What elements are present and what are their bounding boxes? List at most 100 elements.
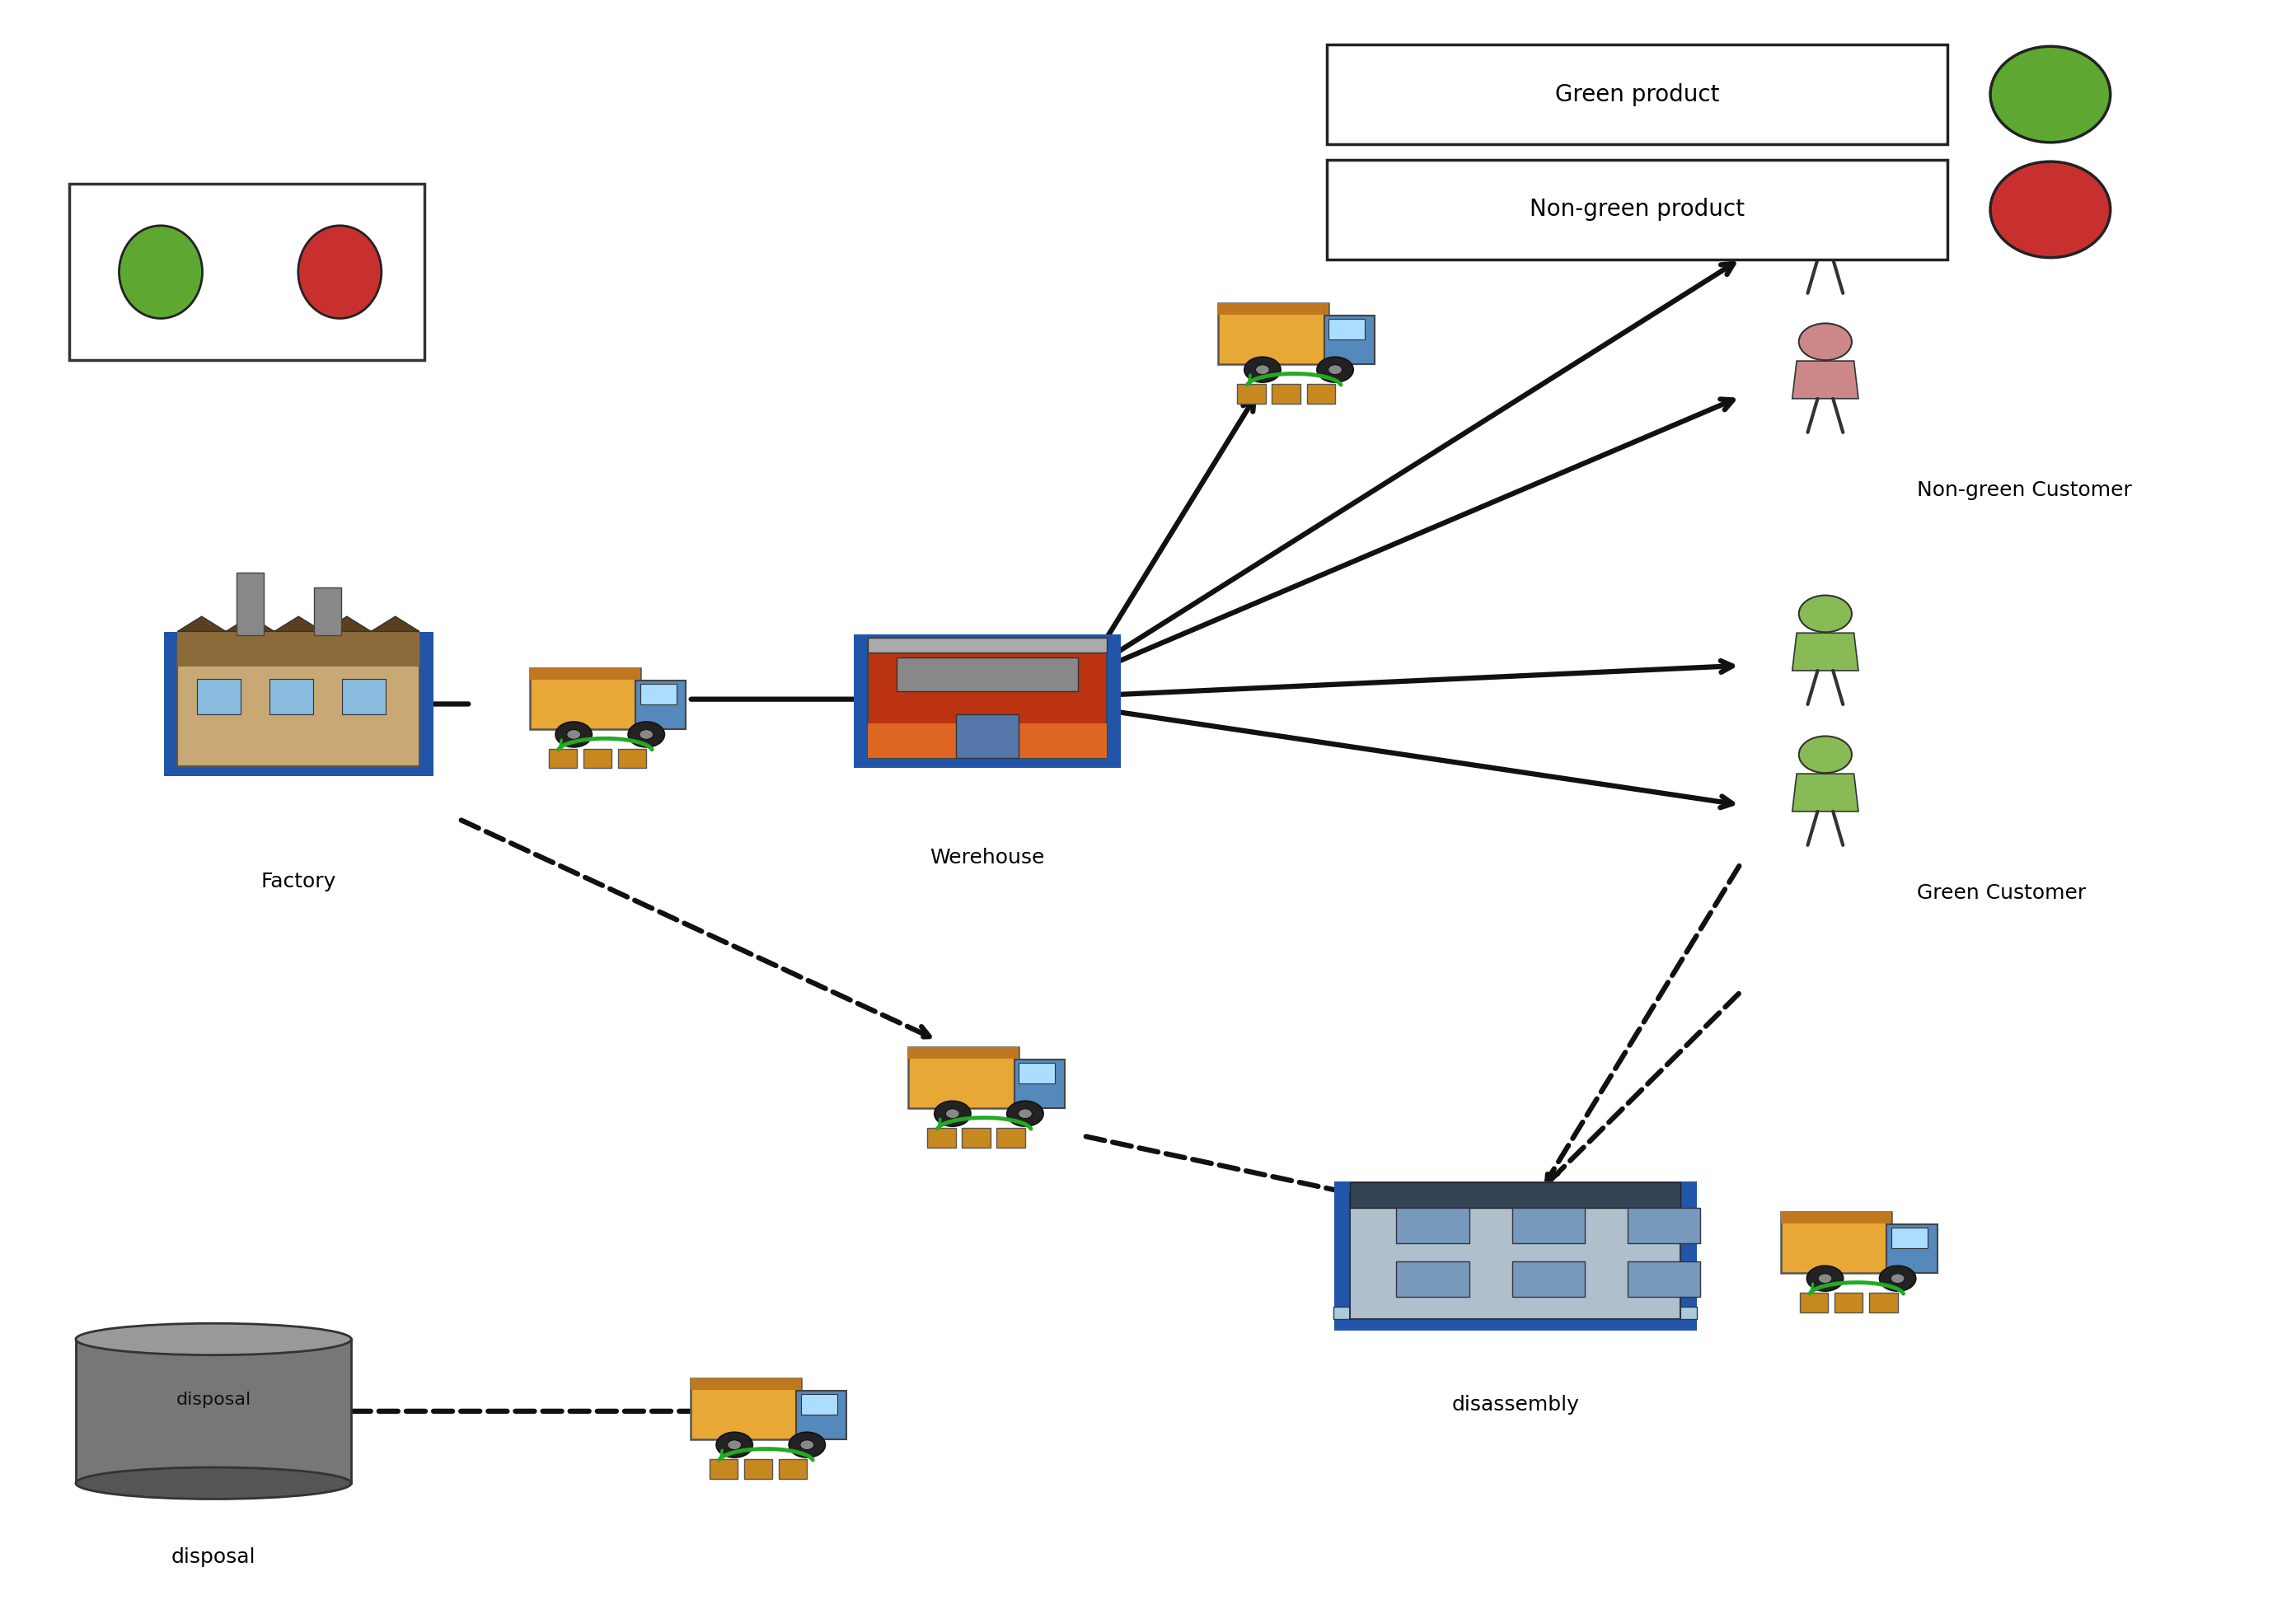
FancyBboxPatch shape xyxy=(709,1459,737,1478)
Polygon shape xyxy=(1793,634,1857,670)
Circle shape xyxy=(790,1432,824,1458)
FancyBboxPatch shape xyxy=(549,749,576,768)
Text: Non-green product: Non-green product xyxy=(1529,198,1745,221)
FancyBboxPatch shape xyxy=(1238,384,1265,403)
FancyBboxPatch shape xyxy=(1628,1261,1701,1296)
Circle shape xyxy=(934,1101,971,1126)
Circle shape xyxy=(1807,1266,1844,1291)
FancyBboxPatch shape xyxy=(315,587,340,635)
Circle shape xyxy=(1880,1266,1915,1291)
FancyBboxPatch shape xyxy=(1219,302,1329,315)
FancyBboxPatch shape xyxy=(1892,1227,1929,1248)
FancyBboxPatch shape xyxy=(854,634,1120,768)
FancyBboxPatch shape xyxy=(618,749,647,768)
FancyBboxPatch shape xyxy=(928,1128,955,1147)
FancyBboxPatch shape xyxy=(1334,1307,1697,1320)
FancyBboxPatch shape xyxy=(1835,1293,1862,1312)
FancyBboxPatch shape xyxy=(530,667,641,680)
Circle shape xyxy=(1327,365,1343,374)
Text: Werehouse: Werehouse xyxy=(930,848,1045,867)
FancyBboxPatch shape xyxy=(797,1390,847,1440)
Circle shape xyxy=(1017,1109,1033,1118)
Text: Non-green Customer: Non-green Customer xyxy=(1917,480,2133,499)
Ellipse shape xyxy=(119,226,202,318)
FancyBboxPatch shape xyxy=(1396,1208,1469,1243)
Circle shape xyxy=(1818,1274,1832,1283)
FancyBboxPatch shape xyxy=(895,658,1079,691)
Circle shape xyxy=(799,1440,815,1450)
Circle shape xyxy=(716,1432,753,1458)
FancyBboxPatch shape xyxy=(636,680,687,730)
FancyBboxPatch shape xyxy=(1329,318,1366,339)
FancyBboxPatch shape xyxy=(1887,1224,1938,1274)
FancyBboxPatch shape xyxy=(1869,1293,1899,1312)
FancyBboxPatch shape xyxy=(1334,1181,1697,1331)
FancyBboxPatch shape xyxy=(1350,1182,1681,1208)
FancyBboxPatch shape xyxy=(1782,1211,1892,1224)
Circle shape xyxy=(1890,1274,1906,1283)
FancyBboxPatch shape xyxy=(269,678,312,714)
FancyBboxPatch shape xyxy=(530,667,641,730)
Circle shape xyxy=(1318,357,1352,382)
Text: Green product: Green product xyxy=(1554,83,1720,106)
FancyBboxPatch shape xyxy=(76,1339,351,1483)
FancyBboxPatch shape xyxy=(691,1378,801,1390)
FancyBboxPatch shape xyxy=(69,184,425,360)
FancyBboxPatch shape xyxy=(1272,384,1300,403)
Circle shape xyxy=(1256,365,1270,374)
Ellipse shape xyxy=(1991,162,2110,258)
Circle shape xyxy=(1008,1101,1042,1126)
FancyBboxPatch shape xyxy=(962,1128,990,1147)
FancyBboxPatch shape xyxy=(1015,1059,1065,1109)
FancyBboxPatch shape xyxy=(197,678,241,714)
Polygon shape xyxy=(1793,362,1857,398)
FancyBboxPatch shape xyxy=(744,1459,771,1478)
FancyBboxPatch shape xyxy=(868,643,1107,758)
Circle shape xyxy=(946,1109,960,1118)
Text: disposal: disposal xyxy=(177,1392,250,1408)
FancyBboxPatch shape xyxy=(1325,315,1375,365)
FancyBboxPatch shape xyxy=(1628,1208,1701,1243)
FancyBboxPatch shape xyxy=(1800,1293,1828,1312)
FancyBboxPatch shape xyxy=(1019,1062,1056,1083)
FancyBboxPatch shape xyxy=(691,1378,801,1440)
Circle shape xyxy=(556,722,592,747)
Text: disposal: disposal xyxy=(172,1547,255,1566)
FancyBboxPatch shape xyxy=(177,632,420,667)
FancyBboxPatch shape xyxy=(1306,384,1336,403)
FancyBboxPatch shape xyxy=(583,749,611,768)
Text: disassembly: disassembly xyxy=(1451,1395,1580,1414)
Circle shape xyxy=(1244,357,1281,382)
FancyBboxPatch shape xyxy=(909,1046,1019,1059)
FancyBboxPatch shape xyxy=(1782,1211,1892,1274)
Circle shape xyxy=(629,722,664,747)
Polygon shape xyxy=(177,616,420,632)
Circle shape xyxy=(567,730,581,739)
FancyBboxPatch shape xyxy=(1350,1192,1681,1320)
Ellipse shape xyxy=(76,1467,351,1499)
FancyBboxPatch shape xyxy=(1513,1261,1584,1296)
Circle shape xyxy=(1798,595,1853,632)
FancyBboxPatch shape xyxy=(177,642,420,766)
FancyBboxPatch shape xyxy=(163,632,434,776)
Polygon shape xyxy=(1793,774,1857,811)
FancyBboxPatch shape xyxy=(996,1128,1026,1147)
Circle shape xyxy=(1798,323,1853,360)
FancyBboxPatch shape xyxy=(778,1459,808,1478)
Circle shape xyxy=(638,730,654,739)
Circle shape xyxy=(1798,736,1853,773)
Ellipse shape xyxy=(76,1323,351,1355)
FancyBboxPatch shape xyxy=(1327,160,1947,259)
Text: Green Customer: Green Customer xyxy=(1917,883,2087,902)
FancyBboxPatch shape xyxy=(909,1046,1019,1109)
FancyBboxPatch shape xyxy=(1396,1261,1469,1296)
FancyBboxPatch shape xyxy=(955,715,1019,758)
Circle shape xyxy=(1798,184,1853,221)
FancyBboxPatch shape xyxy=(236,573,264,635)
FancyBboxPatch shape xyxy=(1219,302,1329,365)
FancyBboxPatch shape xyxy=(868,638,1107,653)
FancyBboxPatch shape xyxy=(868,723,1107,758)
FancyBboxPatch shape xyxy=(641,683,677,704)
Ellipse shape xyxy=(1991,46,2110,142)
FancyBboxPatch shape xyxy=(342,678,386,714)
